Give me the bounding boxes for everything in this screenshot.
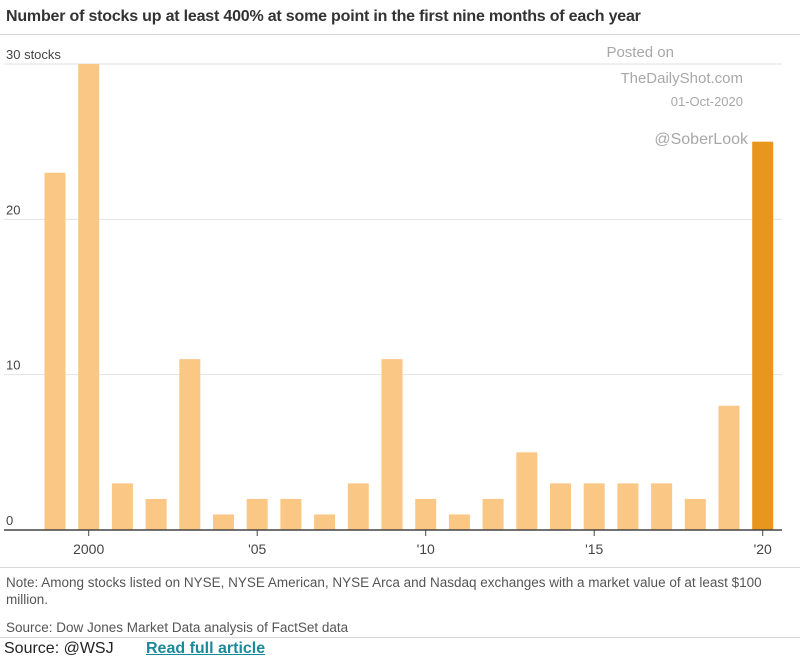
- watermark-handle: @SoberLook: [654, 131, 748, 148]
- chart-note: Note: Among stocks listed on NYSE, NYSE …: [6, 575, 762, 607]
- credit-text: Source: @WSJ: [4, 640, 114, 657]
- bar: [617, 483, 639, 530]
- x-tick-label: '15: [585, 541, 603, 557]
- y-tick-label: 0: [6, 513, 13, 528]
- chart-title: Number of stocks up at least 400% at som…: [6, 8, 641, 25]
- note-divider: [0, 567, 800, 568]
- watermark-date: 01-Oct-2020: [670, 94, 743, 109]
- y-tick-label: 20: [6, 202, 20, 217]
- y-tick-label: 10: [6, 358, 20, 373]
- bar: [145, 498, 167, 530]
- bar: [44, 172, 66, 530]
- bar: [246, 498, 268, 530]
- bar: [381, 359, 403, 530]
- bar: [111, 483, 133, 530]
- bar: [684, 498, 706, 530]
- bar: [482, 498, 504, 530]
- bar: [213, 514, 234, 530]
- bar: [448, 514, 470, 530]
- watermark-site: TheDailyShot.com: [620, 70, 743, 87]
- bar: [516, 452, 538, 530]
- title-divider: [0, 34, 800, 35]
- y-tick-label: 30 stocks: [6, 47, 61, 62]
- x-tick-label: 2000: [73, 541, 104, 557]
- bar: [314, 514, 336, 530]
- bar: [78, 64, 100, 530]
- read-full-article-link[interactable]: Read full article: [146, 640, 266, 657]
- chart-source: Source: Dow Jones Market Data analysis o…: [6, 620, 349, 635]
- bar: [347, 483, 369, 530]
- bar: [718, 405, 740, 530]
- bar-chart: 0 10 20 30 stocks 2000 '05 '10 '15 '20: [4, 47, 782, 557]
- bar: [415, 498, 437, 530]
- bar: [583, 483, 605, 530]
- x-tick-label: '20: [754, 541, 772, 557]
- x-tick-label: '05: [248, 541, 266, 557]
- bar: [179, 359, 201, 530]
- bar: [280, 498, 302, 530]
- watermark-posted-on: Posted on: [606, 44, 674, 61]
- bar: [752, 141, 774, 530]
- bar: [651, 483, 673, 530]
- bar: [550, 483, 571, 530]
- x-tick-label: '10: [417, 541, 435, 557]
- footer-divider: [0, 637, 800, 638]
